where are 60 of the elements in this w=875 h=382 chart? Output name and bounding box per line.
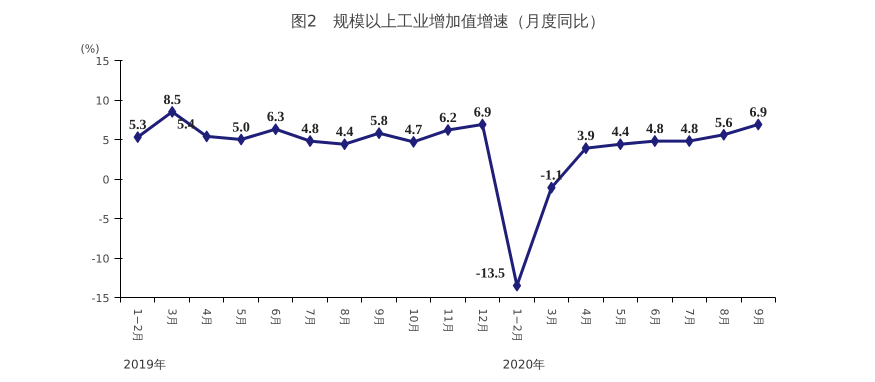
y-tick-label: 0 bbox=[102, 174, 110, 186]
x-tick-label: 5月 bbox=[614, 308, 627, 326]
point bbox=[650, 135, 660, 148]
text: 6.9 bbox=[474, 105, 492, 120]
y-tick-label: -10 bbox=[92, 252, 110, 266]
x-tick-label: 5月 bbox=[234, 308, 248, 326]
text: 6.9 bbox=[750, 105, 768, 120]
x-tick-label: 3月 bbox=[544, 308, 558, 326]
y-tick-label: 10 bbox=[96, 94, 110, 108]
y-tick-label: -15 bbox=[92, 292, 110, 305]
chart-title: 图2 规模以上工业增加值增速（月度同比） bbox=[290, 12, 606, 30]
x-tick-label: 6月 bbox=[269, 308, 282, 326]
point bbox=[444, 124, 452, 136]
x-tick-label: 8月 bbox=[717, 308, 730, 326]
x-tick-label: 1−2月 bbox=[510, 308, 524, 343]
x-tick-label: 3月 bbox=[166, 308, 179, 326]
text: 4.8 bbox=[680, 122, 698, 138]
text: 5.6 bbox=[715, 116, 733, 131]
text: 4.4 bbox=[336, 125, 354, 140]
point bbox=[340, 138, 349, 150]
point bbox=[271, 123, 280, 136]
x-tick-label: 7月 bbox=[682, 308, 696, 326]
point bbox=[616, 138, 625, 150]
text: 4.8 bbox=[646, 122, 664, 138]
x-tick-label: 1−2月 bbox=[131, 308, 144, 343]
x-tick-label: 4月 bbox=[200, 308, 214, 326]
point bbox=[374, 127, 384, 140]
text: 2020年 bbox=[502, 358, 546, 372]
x-tick-label: 12月 bbox=[476, 308, 489, 334]
text: 2019年 bbox=[123, 358, 166, 372]
x-tick-label: 7月 bbox=[304, 308, 317, 326]
point bbox=[236, 134, 246, 146]
text: 5.0 bbox=[232, 120, 250, 136]
y-axis-title: (%) bbox=[80, 42, 100, 56]
x-tick-label: 10月 bbox=[407, 308, 420, 334]
text: 5.3 bbox=[128, 118, 146, 134]
text: 3.9 bbox=[577, 129, 595, 144]
x-tick-label: 9月 bbox=[752, 308, 765, 326]
y-tick-label: -5 bbox=[98, 213, 110, 226]
x-tick-label: 4月 bbox=[579, 308, 592, 326]
point bbox=[547, 182, 556, 194]
text: 4.8 bbox=[301, 122, 319, 138]
point bbox=[306, 135, 314, 148]
text: -13.5 bbox=[476, 266, 505, 282]
x-tick-label: 6月 bbox=[648, 308, 662, 326]
x-tick-label: 8月 bbox=[338, 308, 352, 326]
text: 6.3 bbox=[266, 110, 284, 126]
point bbox=[478, 118, 487, 130]
y-tick-label: 5 bbox=[102, 134, 110, 147]
point bbox=[409, 136, 418, 148]
y-tick-label: 15 bbox=[96, 55, 110, 68]
text: 5.8 bbox=[370, 114, 388, 130]
point bbox=[512, 280, 522, 292]
x-tick-label: 11月 bbox=[442, 308, 454, 334]
point bbox=[582, 142, 590, 154]
text: 4.7 bbox=[404, 122, 422, 138]
text: 4.4 bbox=[612, 125, 630, 140]
x-tick-label: 9月 bbox=[372, 308, 386, 326]
text: 6.2 bbox=[439, 111, 457, 126]
text: 8.5 bbox=[163, 92, 181, 108]
